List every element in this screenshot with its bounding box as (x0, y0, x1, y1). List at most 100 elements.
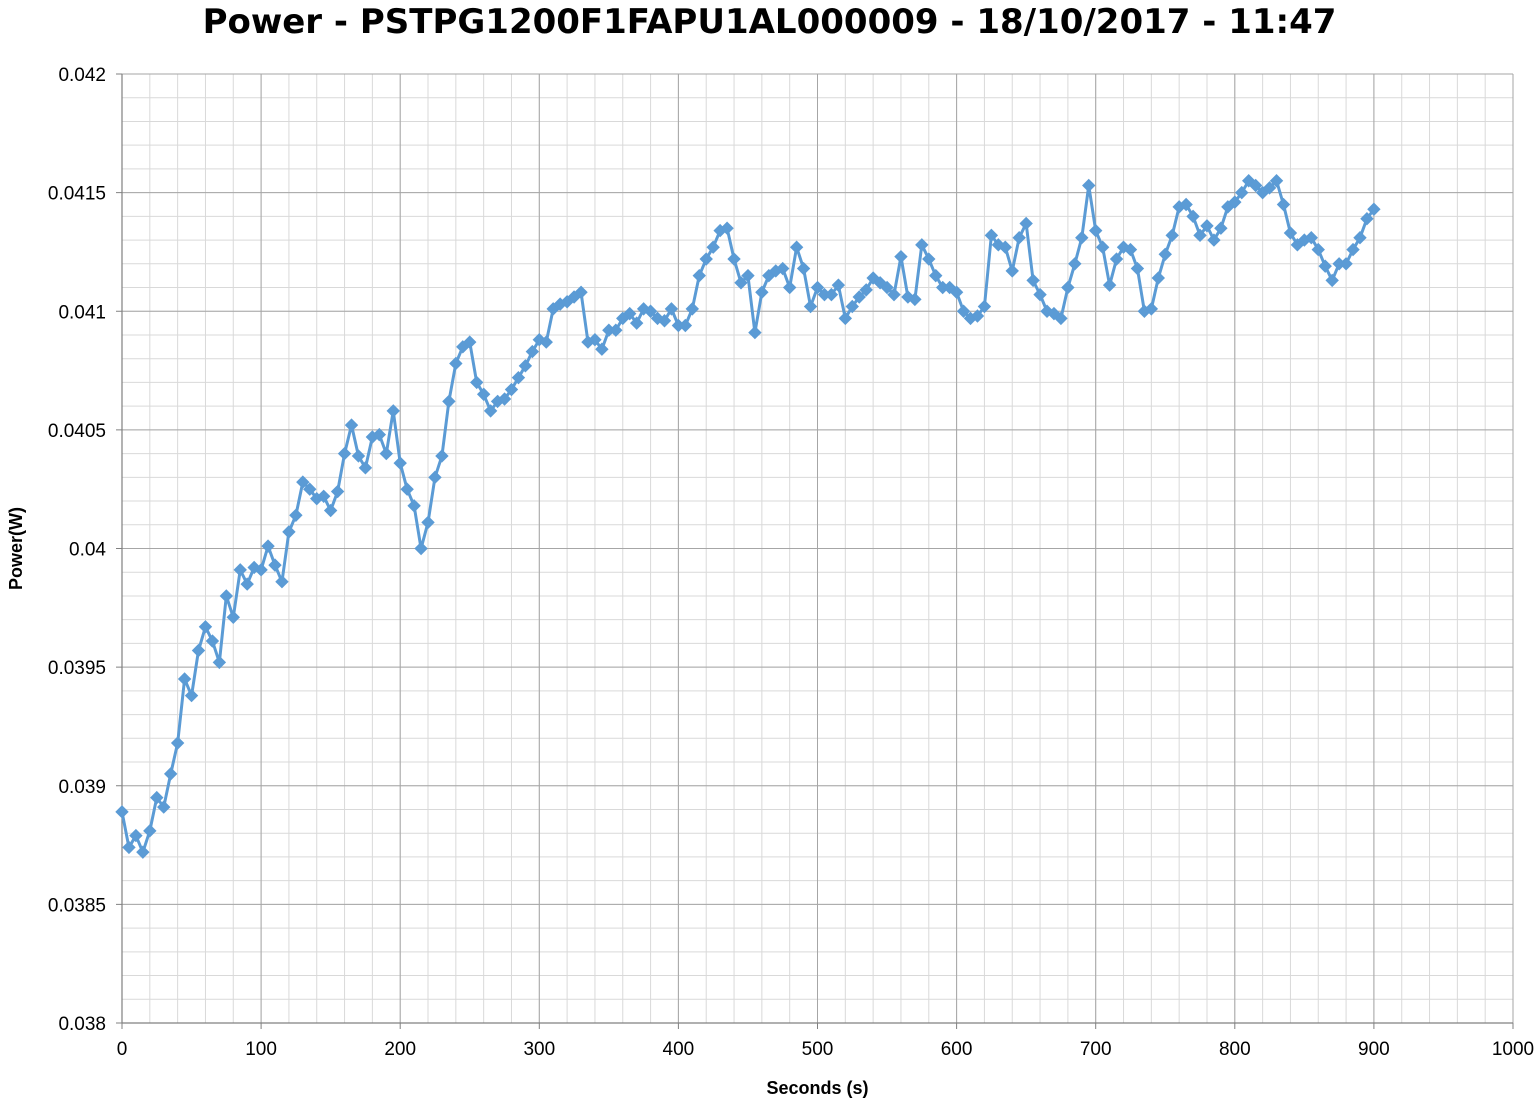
data-point-marker (623, 306, 637, 321)
data-point-marker (692, 268, 706, 283)
data-point-marker (796, 261, 811, 276)
data-point-marker (1012, 230, 1026, 245)
data-point-marker (1214, 221, 1228, 235)
data-point-marker (198, 620, 213, 634)
data-point-marker (518, 359, 533, 373)
data-point-marker (449, 356, 463, 371)
data-point-marker (240, 577, 254, 591)
data-point-marker (442, 394, 456, 409)
data-point-marker (1123, 242, 1138, 257)
data-point-marker (588, 333, 602, 347)
data-point-marker (755, 285, 769, 299)
data-point-marker (136, 845, 150, 859)
data-point-marker (358, 461, 373, 475)
data-point-marker (261, 539, 275, 553)
data-point-marker (880, 280, 894, 295)
data-point-marker (1325, 273, 1339, 288)
data-point-marker (1186, 209, 1200, 224)
x-tick-labels: 0 100 200 300 400 500 600 700 800 900 1000 (117, 1039, 1534, 1060)
y-axis-label: Power(W) (6, 507, 26, 590)
data-point-marker (1068, 257, 1082, 271)
data-point-marker (219, 589, 234, 603)
data-point-marker (845, 299, 859, 314)
data-point-marker (205, 634, 220, 648)
data-point-marker (574, 285, 588, 299)
data-point-marker (789, 240, 804, 254)
data-point-marker (316, 489, 331, 504)
data-point-marker (1339, 257, 1353, 271)
data-point-marker (595, 342, 609, 356)
x-tick-label: 700 (1080, 1039, 1112, 1060)
y-tick-label: 0.0385 (48, 895, 106, 916)
data-point-marker (157, 800, 171, 814)
data-point-marker (1304, 230, 1319, 245)
data-point-marker (143, 824, 157, 838)
y-tick-label: 0.0415 (48, 184, 106, 205)
data-point-marker (177, 672, 192, 686)
data-point-marker (1262, 181, 1277, 195)
data-point-marker (337, 446, 352, 461)
data-point-marker (685, 302, 700, 316)
data-point-marker (184, 688, 199, 703)
data-point-marker (1151, 271, 1166, 285)
y-tick-label: 0.042 (58, 65, 106, 86)
data-point-marker (1179, 197, 1193, 212)
data-point-marker (275, 575, 289, 589)
data-point-marker (344, 418, 359, 432)
data-point-marker (282, 525, 296, 539)
data-point-marker (483, 404, 498, 418)
data-point-marker (323, 503, 338, 518)
data-point-marker (838, 311, 853, 326)
data-point-marker (1360, 212, 1374, 226)
y-tick-label: 0.038 (58, 1014, 106, 1035)
data-point-marker (720, 221, 734, 235)
data-point-marker (191, 643, 206, 658)
data-point-marker (469, 375, 484, 390)
data-point-marker (1193, 228, 1207, 243)
data-point-marker (1130, 261, 1145, 276)
data-point-marker (400, 482, 414, 496)
data-point-marker (1311, 242, 1325, 257)
data-point-marker (129, 828, 143, 843)
data-point-marker (1367, 202, 1381, 216)
data-point-marker (1061, 280, 1075, 295)
data-point-marker (393, 456, 407, 470)
data-point-marker (922, 252, 936, 266)
y-tick-label: 0.039 (58, 777, 106, 798)
data-point-marker (998, 240, 1012, 254)
data-point-marker (407, 499, 421, 513)
data-point-marker (254, 563, 268, 577)
data-point-marker (1276, 197, 1291, 212)
data-point-marker (664, 302, 679, 316)
data-point-marker (977, 299, 992, 314)
data-point-marker (894, 249, 908, 264)
x-axis-label: Seconds (s) (766, 1078, 868, 1098)
x-tick-label: 0 (117, 1039, 128, 1060)
data-point-marker (929, 268, 943, 283)
data-point-marker (296, 475, 310, 489)
data-point-marker (463, 335, 477, 349)
data-point-marker (1019, 216, 1033, 231)
data-point-marker (379, 446, 393, 461)
data-point-marker (1088, 223, 1103, 238)
chart-title: Power - PSTPG1200F1FAPU1AL000009 - 18/10… (202, 2, 1337, 42)
data-point-marker (1033, 287, 1047, 302)
data-point-marker (421, 515, 435, 530)
data-point-marker (268, 558, 282, 572)
data-point-marker (150, 790, 164, 805)
data-point-marker (1283, 226, 1298, 240)
y-tick-label: 0.0405 (48, 421, 106, 442)
data-point-marker (1248, 178, 1263, 193)
data-point-marker (1207, 233, 1221, 247)
data-point-marker (1165, 228, 1179, 243)
data-point-marker (776, 261, 790, 276)
data-point-marker (1269, 174, 1284, 188)
data-point-marker (539, 335, 553, 349)
data-point-marker (212, 655, 227, 670)
data-point-marker (1075, 230, 1089, 245)
data-point-marker (163, 767, 178, 781)
major-gridlines (121, 73, 1514, 1024)
data-point-marker (233, 563, 247, 577)
data-point-marker (970, 309, 985, 323)
series-markers (115, 174, 1381, 859)
